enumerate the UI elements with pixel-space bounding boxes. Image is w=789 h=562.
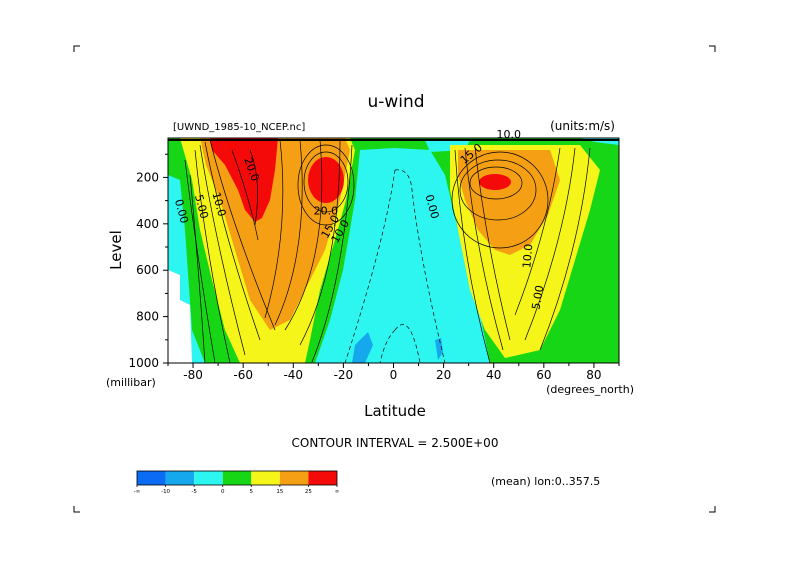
contour-line bbox=[231, 149, 259, 241]
colorbar-label: -∞ bbox=[134, 489, 141, 495]
region-red-south-jet bbox=[210, 138, 278, 222]
contour-line bbox=[204, 141, 261, 341]
region-blue-patch-1 bbox=[352, 332, 373, 363]
contour-line bbox=[209, 139, 276, 331]
colorbar-swatch bbox=[308, 471, 337, 485]
y-tick-label: 1000 bbox=[128, 356, 159, 370]
x-tick-label: 60 bbox=[536, 368, 551, 382]
region-red-north-jet bbox=[479, 174, 511, 190]
contour-line bbox=[194, 149, 231, 363]
crop-mark-top-left bbox=[73, 45, 80, 52]
colorbar-frame bbox=[136, 470, 338, 486]
contour-line bbox=[284, 139, 323, 331]
region-orange-north bbox=[458, 150, 560, 255]
chart-title: u-wind bbox=[367, 92, 424, 112]
contour-line bbox=[459, 159, 537, 221]
contour-line bbox=[469, 166, 523, 200]
crop-mark-bottom-left bbox=[73, 506, 80, 513]
contour-line bbox=[264, 139, 284, 319]
units-label: (units:m/s) bbox=[550, 119, 615, 133]
contour-line bbox=[249, 149, 258, 226]
region-red-subtropical bbox=[308, 157, 344, 203]
contour-line bbox=[299, 139, 341, 346]
x-tick-label: 20 bbox=[436, 368, 451, 382]
contour-line bbox=[464, 147, 504, 351]
colorbar-swatch bbox=[222, 471, 252, 485]
y-tick-label: 400 bbox=[136, 217, 159, 231]
colorbar-label: 0 bbox=[221, 489, 225, 495]
x-tick-label: -40 bbox=[283, 368, 303, 382]
heatmap-field bbox=[168, 138, 619, 363]
contour-line-dashed bbox=[344, 169, 396, 363]
contour-line-dashed bbox=[379, 329, 396, 363]
contour-line bbox=[184, 159, 216, 363]
contour-label: 10.0 bbox=[210, 191, 229, 218]
y-tick-label: 200 bbox=[136, 170, 159, 184]
contour-line bbox=[303, 151, 349, 213]
contour-line bbox=[297, 144, 355, 226]
x-unit-label: (degrees_north) bbox=[546, 383, 634, 396]
contour-line bbox=[514, 147, 561, 316]
y-tick-label: 800 bbox=[136, 310, 159, 324]
colorbar-label: 5 bbox=[250, 489, 254, 495]
contour-line bbox=[199, 144, 246, 356]
colorbar-label: -10 bbox=[161, 489, 170, 495]
crop-marks bbox=[73, 45, 716, 513]
crop-mark-top-right bbox=[709, 45, 716, 52]
contour-line bbox=[189, 174, 206, 363]
x-tick-label: -60 bbox=[233, 368, 253, 382]
colorbar-swatch bbox=[165, 471, 195, 485]
contour-line-dashed bbox=[394, 324, 421, 363]
colorbar: -∞ -10 -5 0 5 15 25 ∞ bbox=[134, 470, 340, 495]
x-axis-title: Latitude bbox=[364, 402, 426, 420]
colorbar-label: 15 bbox=[276, 489, 283, 495]
y-unit-label: (millibar) bbox=[106, 376, 156, 389]
source-file-label: [UWND_1985-10_NCEP.nc] bbox=[173, 122, 305, 133]
x-tick-label: -20 bbox=[334, 368, 354, 382]
contour-interval-text: CONTOUR INTERVAL = 2.500E+00 bbox=[292, 436, 499, 450]
contour-label: 0.00 bbox=[172, 198, 191, 225]
region-white-missing bbox=[168, 270, 192, 363]
y-axis: 200 400 600 800 1000 bbox=[128, 153, 168, 370]
colorbar-swatch bbox=[137, 471, 166, 485]
colorbar-swatch bbox=[194, 471, 223, 485]
contour-label: 20.0 bbox=[314, 205, 339, 218]
contour-label: 10.0 bbox=[497, 128, 522, 141]
contour-line bbox=[454, 149, 491, 363]
contour-line bbox=[474, 146, 511, 341]
colorbar-swatch bbox=[279, 471, 309, 485]
x-tick-label: 40 bbox=[486, 368, 501, 382]
contour-line bbox=[451, 151, 549, 249]
contour-line bbox=[524, 147, 576, 341]
contour-label: 5.00 bbox=[192, 193, 211, 220]
contour-lines bbox=[168, 139, 619, 363]
contour-line-dashed bbox=[394, 169, 446, 363]
colorbar-swatch bbox=[251, 471, 280, 485]
x-axis: -80 -60 -40 -20 0 20 40 60 80 bbox=[167, 363, 620, 382]
x-tick-label: -80 bbox=[183, 368, 203, 382]
colorbar-label: -5 bbox=[191, 489, 197, 495]
crop-mark-bottom-right bbox=[709, 506, 716, 513]
x-tick-label: 80 bbox=[586, 368, 601, 382]
x-tick-label: 0 bbox=[390, 368, 398, 382]
contour-label: 5.00 bbox=[529, 284, 546, 310]
contour-line bbox=[539, 147, 591, 351]
region-blue-patch-2 bbox=[435, 338, 443, 360]
contour-label: 10.0 bbox=[520, 243, 535, 269]
y-tick-label: 600 bbox=[136, 263, 159, 277]
footer-text: (mean) lon:0..357.5 bbox=[491, 475, 600, 488]
colorbar-label: ∞ bbox=[335, 489, 340, 495]
contour-line bbox=[311, 144, 353, 363]
region-cyan-tropics bbox=[315, 148, 490, 363]
contour-label: 0.00 bbox=[423, 193, 442, 220]
y-axis-title: Level bbox=[107, 230, 125, 270]
colorbar-label: 25 bbox=[305, 489, 312, 495]
